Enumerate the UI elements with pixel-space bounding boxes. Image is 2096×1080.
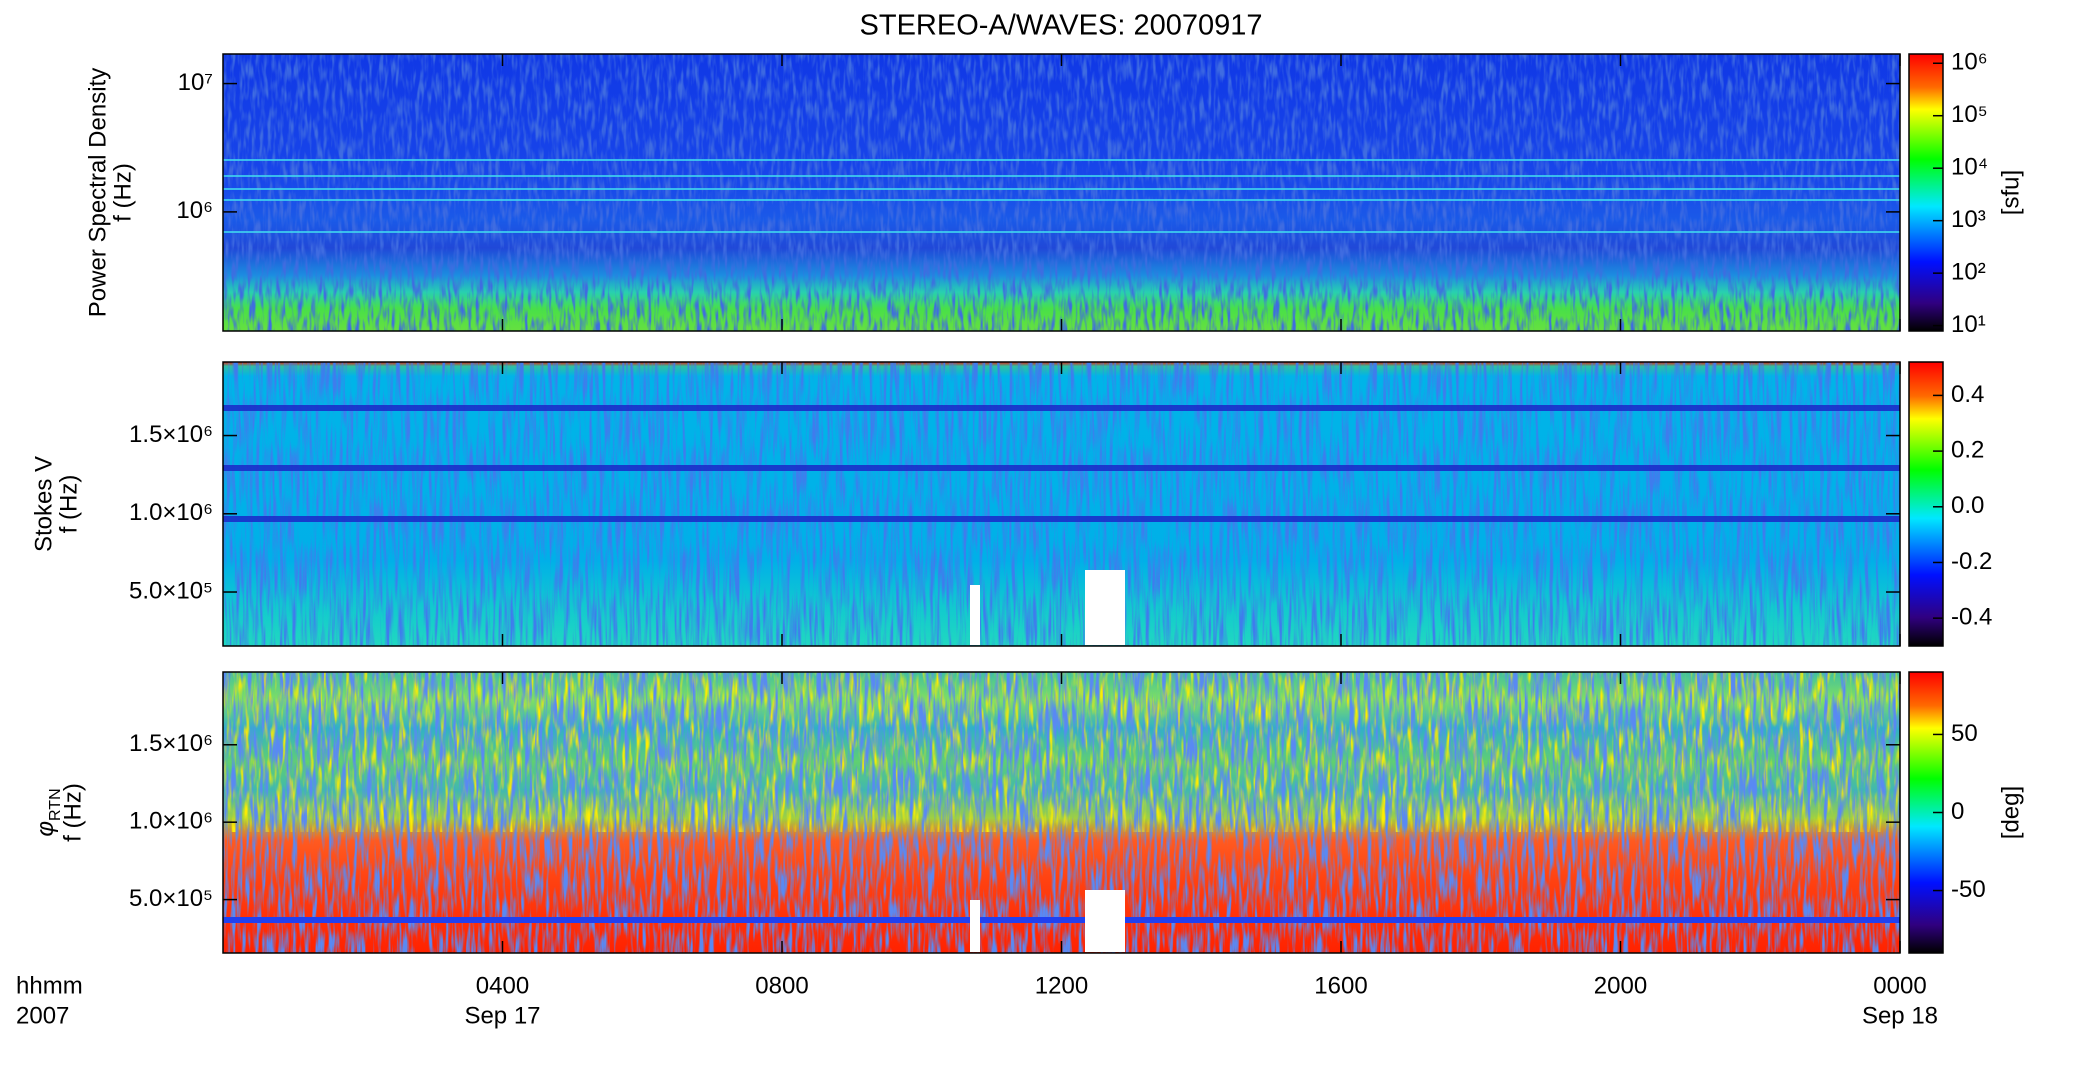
- y-tick-label: 10⁶: [176, 197, 213, 224]
- data-gaps: [970, 890, 1125, 952]
- x-tick-label: 2000: [1594, 972, 1647, 999]
- colorbar-tick-label: 0.2: [1951, 436, 1984, 463]
- colorbar-label: [deg]: [1997, 786, 2024, 839]
- y-axis-label-symbol: φ: [32, 821, 59, 837]
- colorbar: [1908, 53, 1944, 332]
- colorbar-tick-label: -0.2: [1951, 548, 1992, 575]
- colorbar-label: [sfu]: [1997, 170, 2024, 215]
- colorbar-tick-label: 10²: [1951, 258, 1986, 285]
- spectrogram-texture: [223, 672, 1900, 953]
- x-axis-label: 2007: [16, 1002, 69, 1029]
- y-tick-label: 1.5×10⁶: [129, 730, 213, 757]
- y-axis-label: f (Hz): [55, 475, 82, 534]
- y-tick-label: 1.5×10⁶: [129, 421, 213, 448]
- chart-title: STEREO-A/WAVES: 20070917: [860, 10, 1263, 42]
- x-tick-label: 0800: [755, 972, 808, 999]
- colorbar-tick-label: 0.4: [1951, 381, 1984, 408]
- x-axis-label: hhmm: [16, 972, 83, 999]
- y-axis-label: φRTN: [32, 788, 63, 836]
- x-tick-label: 1600: [1314, 972, 1367, 999]
- y-tick-label: 1.0×10⁶: [129, 808, 213, 835]
- colorbar-tick-label: 50: [1951, 720, 1978, 747]
- x-date-label: Sep 18: [1862, 1002, 1938, 1029]
- y-tick-label: 1.0×10⁶: [129, 499, 213, 526]
- colorbar-tick-label: 0: [1951, 798, 1964, 825]
- x-date-label: Sep 17: [464, 1002, 540, 1029]
- y-tick-label: 5.0×10⁵: [129, 577, 213, 604]
- y-tick-label: 10⁷: [178, 69, 213, 96]
- colorbar-tick-label: 10¹: [1951, 311, 1986, 338]
- y-axis-label: Stokes V: [30, 456, 57, 552]
- colorbar-tick-label: 10³: [1951, 206, 1986, 233]
- colorbar-tick-label: -0.4: [1951, 604, 1992, 631]
- colorbar-tick-label: 10⁶: [1951, 49, 1988, 76]
- y-axis-label: f (Hz): [109, 163, 136, 222]
- colorbar: [1908, 361, 1944, 647]
- x-tick-label: 1200: [1035, 972, 1088, 999]
- spectral-bands: [223, 405, 1900, 522]
- spectral-band: [223, 917, 1900, 923]
- spectrogram-texture: [223, 362, 1900, 646]
- y-axis-label: f (Hz): [59, 783, 86, 842]
- y-axis-label-subscript: RTN: [47, 788, 64, 821]
- x-tick-label: 0000: [1873, 972, 1926, 999]
- data-gaps: [970, 570, 1125, 645]
- x-tick-label: 0400: [476, 972, 529, 999]
- y-tick-label: 5.0×10⁵: [129, 885, 213, 912]
- spectral-lines: [223, 159, 1900, 233]
- colorbar-tick-label: 10⁵: [1951, 101, 1988, 128]
- colorbar-tick-label: 0.0: [1951, 492, 1984, 519]
- y-axis-label: Power Spectral Density: [84, 68, 111, 317]
- spectrogram-texture: [223, 54, 1900, 331]
- colorbar-tick-label: -50: [1951, 876, 1986, 903]
- colorbar-tick-label: 10⁴: [1951, 154, 1988, 181]
